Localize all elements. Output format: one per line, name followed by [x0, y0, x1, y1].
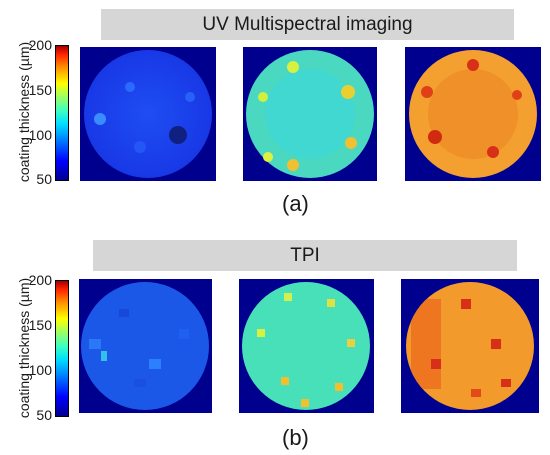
tick-label: 50	[36, 171, 52, 187]
uv-multispectral-title: UV Multispectral imaging	[202, 13, 413, 35]
tick-label: 100	[28, 362, 52, 378]
thickness-map-svg	[401, 279, 539, 413]
uv-map-mid	[243, 47, 377, 181]
colorbar-ticks-b: 200 150 100 50	[22, 272, 52, 423]
thickness-map-svg	[405, 47, 541, 181]
uv-map-low	[80, 47, 216, 181]
tick-label: 150	[28, 82, 52, 98]
tpi-title: TPI	[290, 244, 320, 266]
tick-label: 150	[28, 317, 52, 333]
tpi-map-high	[401, 279, 539, 413]
tpi-banner: TPI	[93, 240, 517, 271]
tick-label: 200	[28, 37, 52, 53]
colorbar-ticks-a: 200 150 100 50	[22, 38, 52, 186]
tick-label: 200	[28, 272, 52, 288]
thickness-map-svg	[79, 279, 212, 413]
caption-b: (b)	[282, 425, 309, 450]
tpi-map-low	[79, 279, 212, 413]
colorbar-a	[55, 45, 69, 181]
uv-map-high	[405, 47, 541, 181]
thickness-map-svg	[80, 47, 216, 181]
tpi-map-mid	[239, 279, 374, 413]
thickness-map-svg	[239, 279, 374, 413]
uv-multispectral-banner: UV Multispectral imaging	[101, 9, 514, 40]
thickness-map-svg	[243, 47, 377, 181]
caption-a: (a)	[282, 191, 309, 216]
tick-label: 100	[28, 127, 52, 143]
colorbar-b	[55, 280, 69, 417]
tick-label: 50	[36, 407, 52, 423]
